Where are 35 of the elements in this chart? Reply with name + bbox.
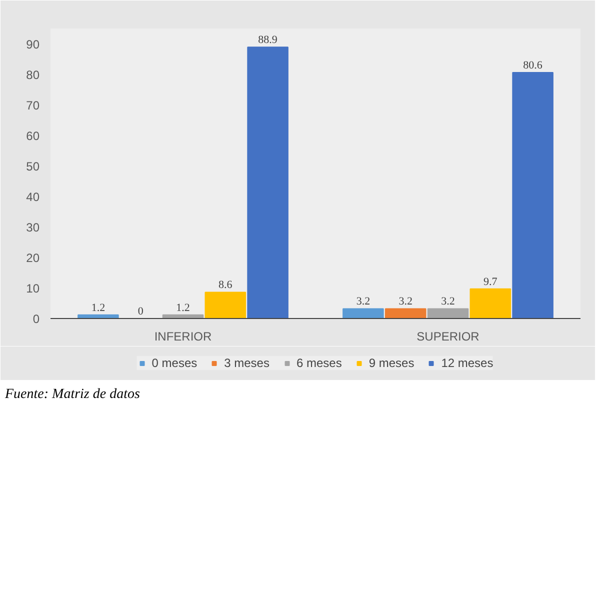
bar xyxy=(247,46,288,318)
x-tick-label: SUPERIOR xyxy=(416,330,480,344)
y-tick-label: 80 xyxy=(26,68,40,82)
legend-label: 6 meses xyxy=(296,356,342,370)
data-label: 8.6 xyxy=(218,279,233,292)
data-label: 3.2 xyxy=(398,296,412,308)
y-tick-label: 70 xyxy=(26,98,40,112)
y-tick-label: 10 xyxy=(26,281,40,296)
bar xyxy=(470,288,512,318)
source-note: Fuente: Matriz de datos xyxy=(5,386,140,404)
x-tick-label: INFERIOR xyxy=(154,330,212,344)
data-label: 1.2 xyxy=(176,302,190,314)
legend-label: 3 meses xyxy=(224,356,270,370)
data-label: 3.2 xyxy=(441,296,455,308)
bar xyxy=(204,292,246,318)
y-tick-label: 40 xyxy=(26,190,40,204)
data-label: 0 xyxy=(138,306,144,318)
bar xyxy=(384,308,426,318)
data-label: 9.7 xyxy=(484,276,498,288)
y-tick-label: 20 xyxy=(26,250,40,265)
y-tick-label: 0 xyxy=(32,312,40,326)
y-tick-label: 60 xyxy=(26,128,40,143)
data-label: 1.2 xyxy=(91,302,106,314)
bar xyxy=(512,72,554,318)
y-tick-label: 30 xyxy=(26,220,40,234)
legend-label: 0 meses xyxy=(152,356,198,370)
data-label: 80.6 xyxy=(523,59,543,72)
bar xyxy=(427,308,469,318)
bar xyxy=(342,308,384,318)
legend-label: 12 meses xyxy=(441,356,494,370)
y-tick-label: 90 xyxy=(26,37,40,52)
legend-label: 9 meses xyxy=(368,356,414,370)
data-label: 3.2 xyxy=(356,296,370,308)
y-tick-label: 50 xyxy=(26,159,40,174)
data-label: 88.9 xyxy=(258,34,278,46)
